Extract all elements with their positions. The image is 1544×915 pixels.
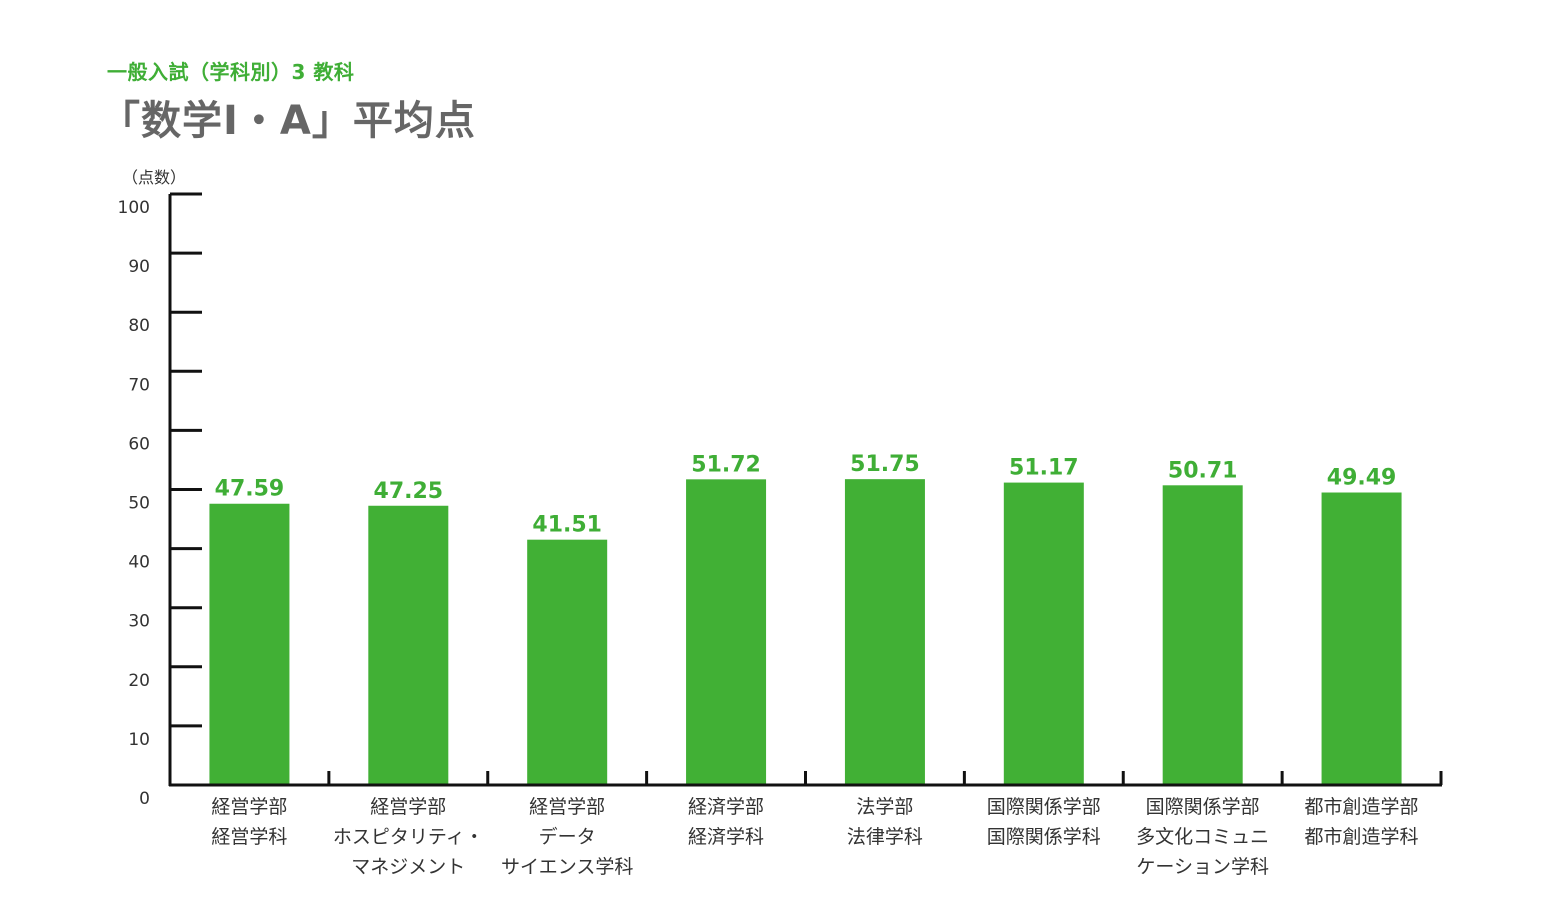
x-tick-label: 国際関係学部 <box>987 796 1101 818</box>
y-tick-label: 90 <box>128 257 150 277</box>
bars: 47.59 47.25 41.51 51.72 51.75 51.17 50.71 49.49 <box>209 452 1402 784</box>
bar <box>368 505 449 784</box>
x-tick-label: データ <box>539 826 596 848</box>
x-tick-label: 経済学科 <box>688 826 764 848</box>
y-tick-label: 70 <box>128 375 150 395</box>
x-tick-label: マネジメント <box>351 856 465 878</box>
x-tick-label: 経済学部 <box>688 796 764 818</box>
bar <box>844 479 925 784</box>
x-tick-label: 経営学部 <box>529 796 605 818</box>
bar <box>1162 485 1243 784</box>
category-labels: 経営学部経営学科経営学部ホスピタリティ・マネジメント経営学部データサイエンス学科… <box>211 796 1418 878</box>
y-tick-label: 60 <box>128 434 150 454</box>
x-tick-label: 国際関係学科 <box>987 826 1101 848</box>
bar <box>209 503 290 784</box>
x-tick-label: 法学部 <box>856 796 913 818</box>
x-tick-label: 経営学部 <box>370 796 446 818</box>
bar-value-label: 47.25 <box>374 479 444 504</box>
bar-value-label: 51.75 <box>850 452 920 477</box>
x-tick-label: 経営学科 <box>211 826 287 848</box>
x-axis <box>169 771 1443 787</box>
y-tick-label: 100 <box>118 198 150 218</box>
bar-value-label: 41.51 <box>532 513 602 538</box>
x-tick-label: 都市創造学科 <box>1305 826 1419 848</box>
x-tick-label: サイエンス学科 <box>501 856 633 878</box>
y-tick-label: 40 <box>128 553 150 573</box>
y-tick-label: 80 <box>128 316 150 336</box>
x-tick-label: ホスピタリティ・ <box>333 826 484 848</box>
y-tick-label: 10 <box>128 730 150 750</box>
bar-value-label: 50.71 <box>1168 458 1238 483</box>
y-tick-label: 20 <box>128 671 150 691</box>
chart-title: 「数学Ⅰ・A」平均点 <box>100 98 476 144</box>
y-tick-label: 0 <box>139 789 150 809</box>
x-tick-label: ケーション学科 <box>1136 856 1269 878</box>
bar <box>527 539 608 784</box>
bar <box>1321 492 1402 784</box>
bar <box>686 479 767 784</box>
y-tick-label: 30 <box>128 612 150 632</box>
bar <box>1003 482 1084 784</box>
bar-value-label: 51.17 <box>1009 456 1079 481</box>
bar-value-label: 51.72 <box>691 452 761 477</box>
y-tick-label: 50 <box>128 494 150 514</box>
bar-value-label: 49.49 <box>1327 466 1397 491</box>
y-axis: 0 10 20 30 40 50 60 70 80 90 100 <box>118 192 202 809</box>
bar-value-label: 47.59 <box>215 477 285 502</box>
x-tick-label: 都市創造学部 <box>1305 796 1419 818</box>
x-tick-label: 法律学科 <box>847 826 923 848</box>
x-tick-label: 経営学部 <box>211 796 287 818</box>
y-axis-unit-label: （点数） <box>122 168 186 187</box>
x-tick-label: 多文化コミュニ <box>1136 826 1269 848</box>
x-tick-label: 国際関係学部 <box>1146 796 1260 818</box>
chart-subtitle: 一般入試（学科別）3 教科 <box>107 60 355 84</box>
